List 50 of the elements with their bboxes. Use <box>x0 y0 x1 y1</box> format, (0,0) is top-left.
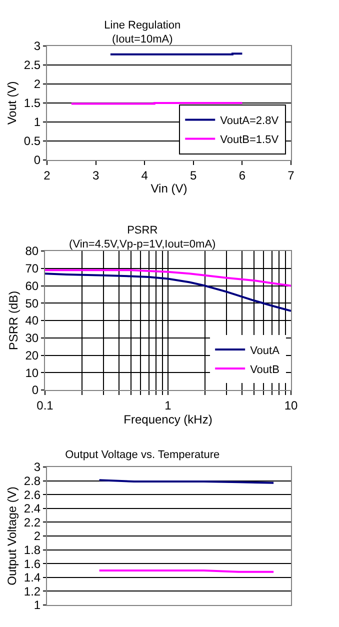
x-tick-label: 7 <box>288 168 295 182</box>
y-tick-label: 1.8 <box>24 543 41 557</box>
y-tick-label: 2 <box>34 529 41 544</box>
y-tick-label: 3 <box>34 39 41 54</box>
y-tick-label: 2.8 <box>24 474 41 488</box>
legend-label: VoutB=1.5V <box>220 134 280 146</box>
x-tick-label: 5 <box>190 168 198 182</box>
chart-title: Output Voltage vs. Temperature <box>65 448 220 461</box>
x-tick-label: 1 <box>164 398 172 412</box>
x-axis-title: Frequency (kHz) <box>124 412 212 426</box>
y-tick-label: 2 <box>34 77 41 92</box>
x-axis-title: Vin (V) <box>150 181 188 196</box>
x-tick-label: 10 <box>284 398 298 412</box>
y-tick-label: 20 <box>25 348 39 362</box>
y-axis-title: Output Voltage (V) <box>5 486 20 586</box>
y-tick-label: 80 <box>25 244 39 258</box>
y-tick-label: 1.5 <box>24 96 41 110</box>
legend-label: VoutA <box>250 344 280 357</box>
y-tick-label: 2.6 <box>24 488 41 502</box>
y-tick-label: 1.4 <box>24 570 41 585</box>
x-tick-label: 2 <box>44 168 51 182</box>
y-tick-label: 0 <box>32 383 39 398</box>
y-tick-label: 10 <box>25 366 39 380</box>
y-tick-label: 1.6 <box>24 556 41 571</box>
y-tick-label: 1 <box>34 115 41 130</box>
y-axis-title: Vout (V) <box>5 81 20 125</box>
y-tick-label: 1.2 <box>24 584 41 598</box>
legend-label: VoutB <box>250 364 280 376</box>
y-tick-label: 2.4 <box>24 502 41 516</box>
y-axis-title: PSRR (dB) <box>6 290 21 350</box>
y-tick-label: 50 <box>25 296 39 310</box>
y-tick-label: 30 <box>25 331 39 346</box>
legend-label: VoutA=2.8V <box>220 115 280 128</box>
chart-subtitle: (Iout=10mA) <box>112 34 173 46</box>
y-tick-label: 70 <box>25 262 39 276</box>
y-tick-label: 0.5 <box>24 134 41 148</box>
chart-title: Line Regulation <box>104 19 181 32</box>
x-tick-label: 0.1 <box>36 398 54 412</box>
y-tick-label: 2.5 <box>24 58 41 72</box>
x-tick-label: 6 <box>238 168 246 182</box>
chart-title: PSRR <box>127 224 158 236</box>
y-tick-label: 3 <box>34 460 41 474</box>
y-tick-label: 40 <box>25 314 39 328</box>
y-tick-label: 0 <box>34 153 41 168</box>
x-tick-label: 3 <box>92 168 100 182</box>
y-tick-label: 60 <box>25 278 39 293</box>
chart-subtitle: (Vin=4.5V,Vp-p=1V,Iout=0mA) <box>69 238 216 251</box>
x-tick-label: 4 <box>141 168 148 182</box>
y-tick-label: 1 <box>34 598 41 612</box>
y-tick-label: 2.2 <box>24 515 41 530</box>
